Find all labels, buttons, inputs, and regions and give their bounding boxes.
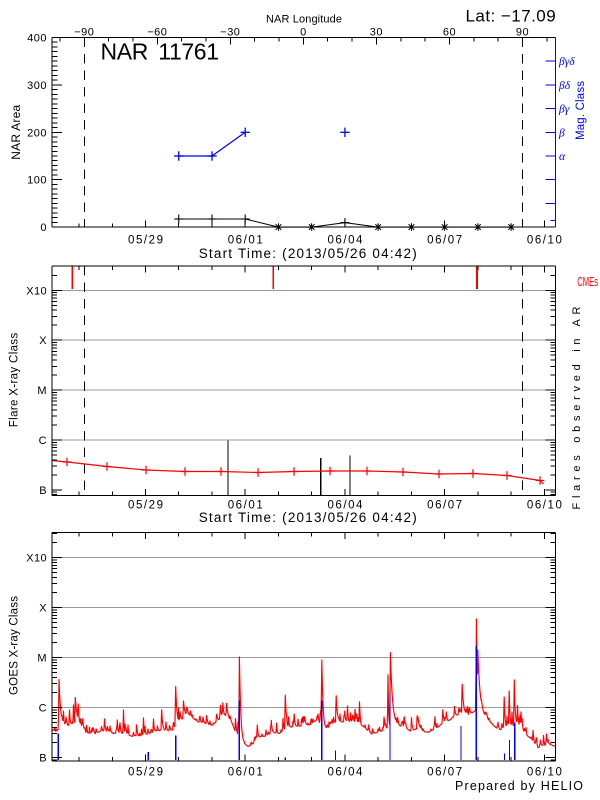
svg-text:05/29: 05/29 <box>128 235 163 247</box>
svg-text:06/07: 06/07 <box>427 500 462 512</box>
svg-text:NAR Longitude: NAR Longitude <box>266 14 342 26</box>
svg-text:06/10: 06/10 <box>527 500 562 512</box>
svg-text:M: M <box>37 653 47 665</box>
svg-text:M: M <box>37 385 47 397</box>
svg-text:βγ: βγ <box>558 104 570 116</box>
svg-text:GOES X-ray Class: GOES X-ray Class <box>8 596 20 695</box>
svg-text:60: 60 <box>443 27 456 39</box>
svg-text:Prepared by HELIO: Prepared by HELIO <box>455 779 583 793</box>
svg-text:06/07: 06/07 <box>427 235 462 247</box>
svg-text:06/07: 06/07 <box>427 767 462 779</box>
svg-text:B: B <box>39 753 47 765</box>
svg-text:βγδ: βγδ <box>558 56 575 68</box>
svg-text:06/04: 06/04 <box>327 500 363 512</box>
svg-text:CMEs: CMEs <box>577 274 598 289</box>
svg-text:X: X <box>39 335 47 347</box>
svg-text:06/01: 06/01 <box>228 500 263 512</box>
svg-text:06/10: 06/10 <box>527 767 562 779</box>
svg-text:NAR 11761: NAR 11761 <box>101 39 220 65</box>
svg-text:C: C <box>39 435 47 447</box>
svg-text:06/04: 06/04 <box>327 767 363 779</box>
svg-text:06/01: 06/01 <box>228 235 263 247</box>
svg-text:α: α <box>559 151 566 163</box>
svg-text:Start Time: (2013/05/26 04:42): Start Time: (2013/05/26 04:42) <box>199 510 417 525</box>
svg-text:30: 30 <box>370 27 383 39</box>
svg-text:X10: X10 <box>26 553 47 565</box>
svg-text:Start Time: (2013/05/26 04:42): Start Time: (2013/05/26 04:42) <box>199 246 417 261</box>
svg-text:300: 300 <box>27 80 47 92</box>
svg-text:βδ: βδ <box>558 80 571 92</box>
svg-text:100: 100 <box>27 175 47 187</box>
svg-text:0: 0 <box>300 27 307 39</box>
svg-text:06/01: 06/01 <box>228 767 263 779</box>
svg-text:−60: −60 <box>147 27 167 39</box>
svg-text:Flares observed in AR: Flares observed in AR <box>571 306 583 509</box>
svg-text:−90: −90 <box>74 27 94 39</box>
svg-text:06/10: 06/10 <box>527 235 562 247</box>
svg-text:C: C <box>39 703 47 715</box>
svg-text:X10: X10 <box>26 285 47 297</box>
svg-text:200: 200 <box>27 127 47 139</box>
svg-text:X: X <box>39 603 47 615</box>
svg-text:400: 400 <box>27 33 47 45</box>
svg-text:06/04: 06/04 <box>327 235 363 247</box>
svg-text:−30: −30 <box>220 27 240 39</box>
svg-text:B: B <box>39 485 47 497</box>
svg-text:05/29: 05/29 <box>128 500 163 512</box>
svg-text:Mag. Class: Mag. Class <box>575 81 587 140</box>
svg-text:NAR Area: NAR Area <box>9 104 23 159</box>
svg-text:0: 0 <box>40 222 47 234</box>
svg-text:90: 90 <box>516 27 529 39</box>
svg-text:β: β <box>558 127 565 139</box>
svg-text:05/29: 05/29 <box>128 767 163 779</box>
svg-text:Lat: −17.09: Lat: −17.09 <box>466 7 556 26</box>
svg-text:Flare X-ray Class: Flare X-ray Class <box>9 333 21 428</box>
